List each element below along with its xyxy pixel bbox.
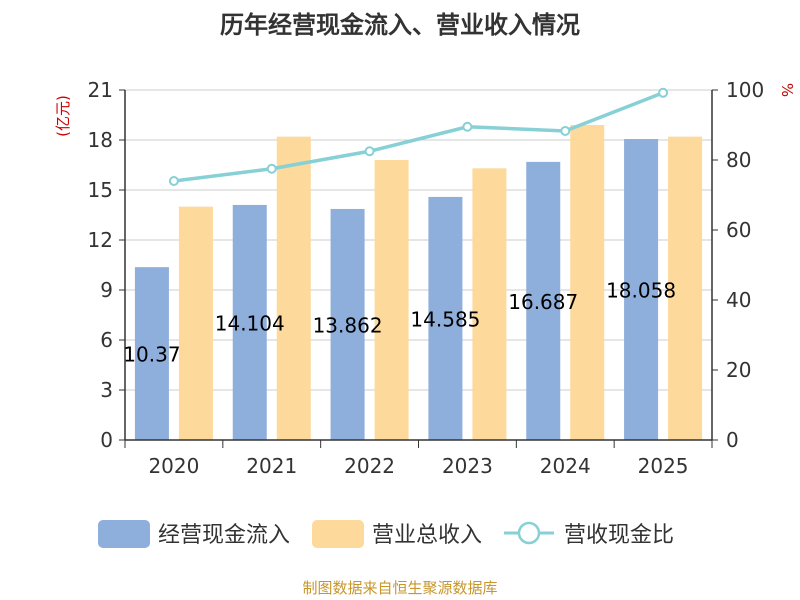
legend-label: 经营现金流入 (158, 523, 290, 548)
bar-经营现金流入 (624, 139, 659, 441)
y-left-tick-label: 9 (100, 278, 113, 302)
y-left-tick-label: 3 (100, 378, 113, 402)
data-label: 18.058 (606, 279, 676, 303)
data-label: 14.585 (410, 307, 480, 331)
y-right-label: % (778, 83, 796, 97)
line-point (364, 146, 375, 157)
bar-营业总收入 (276, 136, 311, 440)
legend-swatch (312, 520, 364, 548)
y-right-tick-label: 60 (726, 218, 751, 242)
bar-营业总收入 (472, 168, 507, 441)
legend-label: 营业总收入 (372, 523, 482, 548)
y-right-tick-label: 80 (726, 148, 751, 172)
grid (125, 89, 712, 391)
line-营收现金比 (173, 91, 664, 183)
y-left-tick-label: 12 (88, 228, 113, 252)
bar-经营现金流入 (134, 267, 169, 440)
data-labels: 10.37 14.104 13.862 14.585 16.687 18.058 (123, 279, 676, 367)
bar-经营现金流入 (330, 208, 365, 440)
x-tick-label: 2021 (246, 454, 297, 478)
bar-营业总收入 (374, 160, 409, 440)
y-left-tick-label: 15 (88, 178, 113, 202)
x-tick-label: 2024 (540, 454, 591, 478)
bar-营业总收入 (668, 136, 703, 440)
line-point (658, 87, 669, 98)
bar-营业总收入 (570, 125, 605, 440)
y-right-tick-label: 20 (726, 358, 751, 382)
y-right-tick-label: 40 (726, 288, 751, 312)
x-tick-label: 2023 (442, 454, 493, 478)
line-point (168, 176, 179, 186)
data-label: 14.104 (215, 311, 285, 335)
bars (134, 125, 703, 441)
line-point (266, 163, 277, 174)
bar-经营现金流入 (428, 196, 463, 440)
line-point (560, 125, 571, 136)
legend-label: 营收现金比 (564, 523, 674, 548)
source-note: 制图数据来自恒生聚源数据库 (302, 579, 497, 597)
legend-marker (517, 521, 541, 545)
x-tick-label: 2020 (148, 454, 199, 478)
data-label: 10.37 (123, 343, 180, 367)
y-right-tick-label: 100 (726, 78, 764, 102)
data-label: 13.862 (313, 313, 383, 337)
y-left-tick-label: 0 (100, 428, 113, 452)
x-tick-label: 2022 (344, 454, 395, 478)
x-tick-label: 2025 (638, 454, 689, 478)
legend-swatch (98, 520, 150, 548)
line-point (462, 121, 473, 132)
data-label: 16.687 (508, 290, 578, 314)
y-right-tick-label: 0 (726, 428, 739, 452)
legend: 经营现金流入 营业总收入 营收现金比 (98, 520, 674, 548)
y-left-tick-label: 21 (88, 78, 113, 102)
axes: 0 3 6 9 12 15 18 21 0 20 40 60 80 100 2020 2021 2022 2023… (88, 78, 765, 478)
line-series (168, 87, 669, 186)
y-left-tick-label: 6 (100, 328, 113, 352)
y-left-tick-label: 18 (88, 128, 113, 152)
chart-title: 历年经营现金流入、营业收入情况 (220, 11, 580, 39)
bar-经营现金流入 (526, 161, 561, 440)
bar-经营现金流入 (232, 204, 267, 440)
bar-营业总收入 (178, 206, 213, 440)
y-left-label: (亿元) (54, 95, 72, 137)
